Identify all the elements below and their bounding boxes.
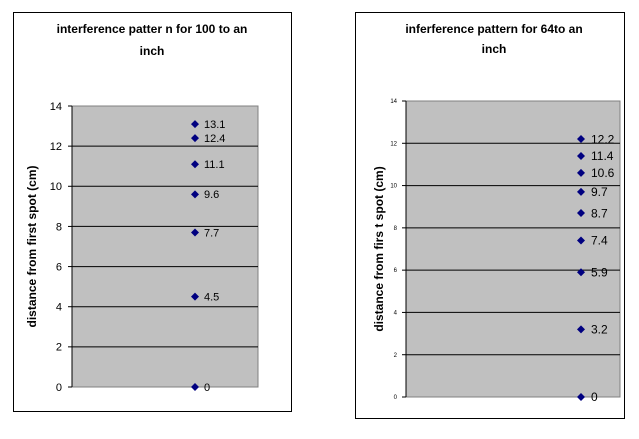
chart-1-title-line-2: inch	[140, 44, 165, 58]
chart-1-data-point	[191, 160, 199, 169]
chart-1-data-point	[191, 228, 199, 237]
chart-1-tick-label: 0	[56, 382, 62, 394]
chart-1-frame: interference patter n for 100 to an inch 0…	[13, 12, 292, 412]
chart-1-data-label: 12.4	[204, 133, 225, 145]
chart-1-data-label: 4.5	[204, 292, 219, 304]
chart-2-tick-label: 2	[394, 353, 398, 359]
chart-1-tick-label: 4	[56, 302, 62, 314]
chart-1-tick-label: 10	[50, 181, 62, 193]
chart-2-data-label: 12.2	[591, 132, 615, 146]
chart-2-data-point	[577, 209, 585, 218]
chart-1-data-point	[191, 292, 199, 301]
chart-2-data-label: 3.2	[591, 323, 608, 337]
chart-2-data-point	[577, 168, 585, 177]
chart-2-data-point	[577, 325, 585, 334]
chart-1: interference patter n for 100 to an inch 0…	[25, 22, 259, 394]
chart-2-y-axis-title: distance from firs t spot (cm)	[372, 166, 386, 331]
chart-1-data-label: 9.6	[204, 189, 219, 201]
chart-2-data-label: 0	[591, 390, 598, 404]
chart-2-data-point	[577, 151, 585, 160]
chart-2-frame: inferference pattern for 64to an inch 0 2 4 6…	[355, 12, 625, 419]
chart-1-tick-label: 12	[50, 141, 62, 153]
chart-2-plot-area	[405, 100, 621, 398]
chart-2-tick-label: 4	[394, 311, 398, 317]
chart-1-data-label: 11.1	[204, 159, 225, 171]
chart-2-title-line-2: inch	[482, 42, 507, 56]
chart-2-data-point	[577, 236, 585, 245]
chart-1-tick-label: 6	[56, 261, 62, 273]
chart-2-data-label: 5.9	[591, 265, 608, 279]
chart-2-data-label: 8.7	[591, 206, 608, 220]
chart-1-tick-label: 8	[56, 221, 62, 233]
chart-1-data-point	[191, 134, 199, 143]
chart-1-plot-area	[71, 105, 259, 388]
chart-1-tick-label: 14	[50, 101, 62, 113]
chart-1-tick-label: 2	[56, 342, 62, 354]
chart-2-data-label: 10.6	[591, 166, 615, 180]
chart-2-tick-label: 10	[390, 184, 397, 190]
chart-2-data-point	[577, 187, 585, 196]
chart-1-y-axis-title: distance from first spot (cm)	[25, 165, 39, 327]
chart-2-title-line-1: inferference pattern for 64to an	[405, 22, 582, 36]
chart-2-data-label: 7.4	[591, 234, 608, 248]
chart-1-data-point	[191, 383, 199, 391]
chart-2-tick-label: 8	[394, 226, 398, 232]
chart-2-tick-label: 12	[390, 141, 397, 147]
chart-1-data-label: 7.7	[204, 227, 219, 239]
chart-2-tick-label: 6	[394, 268, 398, 274]
chart-2-data-label: 11.4	[591, 149, 614, 163]
chart-1-data-point	[191, 120, 199, 129]
chart-1-data-label: 13.1	[204, 119, 225, 131]
chart-2-tick-label: 0	[394, 395, 398, 401]
chart-2-data-point	[577, 268, 585, 277]
chart-2-data-point	[577, 135, 585, 144]
chart-2-tick-label: 14	[390, 99, 397, 105]
chart-2: inferference pattern for 64to an inch 0 2 4 6…	[372, 22, 621, 404]
chart-2-data-point	[577, 393, 585, 401]
chart-1-title-line-1: interference patter n for 100 to an	[57, 22, 248, 36]
chart-1-data-point	[191, 190, 199, 199]
chart-2-data-label: 9.7	[591, 185, 608, 199]
chart-1-data-label: 0	[204, 382, 210, 394]
